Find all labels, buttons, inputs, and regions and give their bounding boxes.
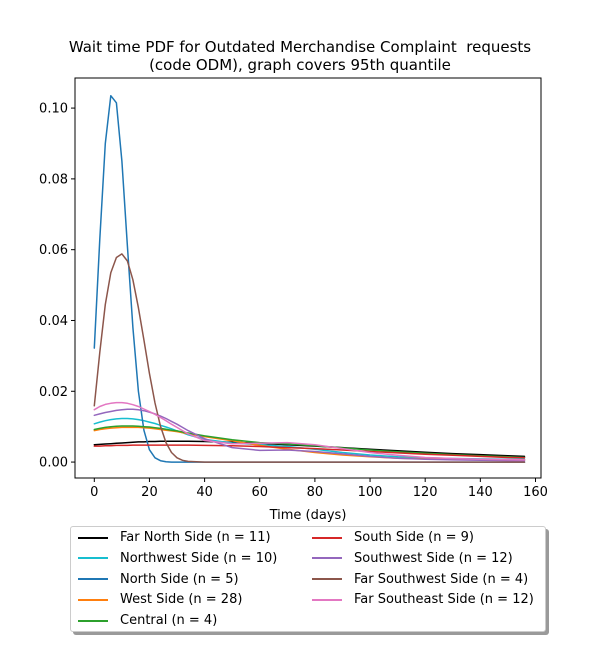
series-line-8 bbox=[93, 401, 526, 461]
legend-label: North Side (n = 5) bbox=[120, 571, 239, 587]
x-tick-label: 80 bbox=[307, 485, 324, 500]
legend-swatch bbox=[78, 557, 108, 560]
y-tick-label: 0.00 bbox=[39, 456, 68, 471]
x-tick-label: 0 bbox=[90, 485, 98, 500]
legend-item: Southwest Side (n = 12) bbox=[312, 551, 513, 566]
legend-label: Central (n = 4) bbox=[120, 613, 218, 629]
series-line-7 bbox=[93, 253, 526, 463]
x-tick-label: 60 bbox=[251, 485, 268, 500]
series-line-4 bbox=[93, 425, 526, 459]
legend-item: North Side (n = 5) bbox=[78, 572, 239, 587]
y-tick-label: 0.10 bbox=[39, 102, 68, 117]
y-tick-label: 0.02 bbox=[39, 385, 68, 400]
x-tick-label: 120 bbox=[413, 485, 438, 500]
legend-label: Far North Side (n = 11) bbox=[120, 530, 271, 545]
legend-item: Far Southwest Side (n = 4) bbox=[312, 572, 528, 587]
legend-swatch bbox=[312, 557, 342, 560]
legend-item: Far Southeast Side (n = 12) bbox=[312, 592, 534, 607]
legend-label: South Side (n = 9) bbox=[354, 530, 474, 545]
x-tick-label: 160 bbox=[523, 485, 548, 500]
chart-title-line-2: (code ODM), graph covers 95th quantile bbox=[149, 56, 451, 74]
legend-item: South Side (n = 9) bbox=[312, 530, 474, 545]
legend-label: Far Southeast Side (n = 12) bbox=[354, 592, 534, 608]
legend-swatch bbox=[312, 536, 342, 539]
x-tick-label: 40 bbox=[196, 485, 213, 500]
y-tick-label: 0.04 bbox=[39, 314, 68, 329]
legend: Far North Side (n = 11) Northwest Side (n… bbox=[70, 526, 546, 632]
legend-item: Far North Side (n = 11) bbox=[78, 530, 271, 545]
legend-label: Southwest Side (n = 12) bbox=[354, 550, 513, 566]
legend-swatch bbox=[78, 578, 108, 581]
x-tick-label: 100 bbox=[358, 485, 383, 500]
legend-swatch bbox=[78, 619, 108, 622]
series-line-5 bbox=[93, 444, 526, 459]
legend-label: Far Southwest Side (n = 4) bbox=[354, 571, 529, 587]
x-tick-label: 20 bbox=[141, 485, 158, 500]
series-line-0 bbox=[93, 440, 526, 458]
y-tick-label: 0.08 bbox=[39, 172, 68, 187]
legend-item: Central (n = 4) bbox=[78, 613, 217, 628]
legend-label: Northwest Side (n = 10) bbox=[120, 550, 278, 566]
series-line-2 bbox=[93, 94, 526, 463]
y-tick-label: 0.06 bbox=[39, 243, 68, 258]
x-tick-label: 140 bbox=[468, 485, 493, 500]
legend-swatch bbox=[78, 598, 108, 601]
legend-swatch bbox=[312, 598, 342, 601]
legend-swatch bbox=[312, 578, 342, 581]
legend-item: West Side (n = 28) bbox=[78, 592, 242, 607]
x-axis-label: Time (days) bbox=[269, 508, 347, 523]
chart-title-line-1: Wait time PDF for Outdated Merchandise C… bbox=[68, 38, 532, 56]
legend-swatch bbox=[78, 536, 108, 539]
series-line-1 bbox=[93, 417, 526, 460]
series-line-6 bbox=[93, 408, 526, 462]
legend-label: West Side (n = 28) bbox=[120, 592, 243, 608]
plot-frame bbox=[74, 77, 542, 479]
legend-item: Northwest Side (n = 10) bbox=[78, 551, 277, 566]
